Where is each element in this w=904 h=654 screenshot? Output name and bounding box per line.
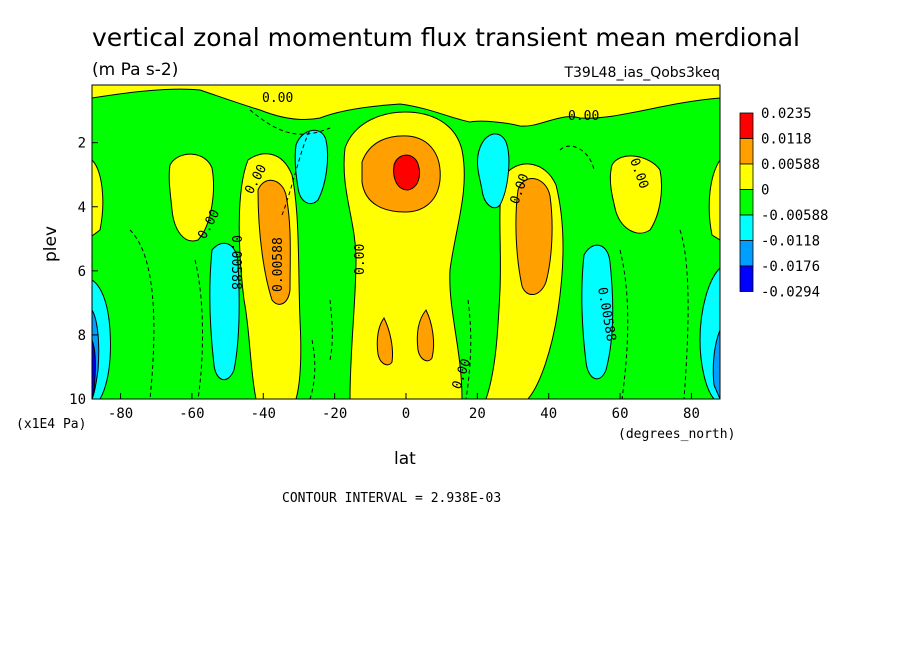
- yellow-right-blob: [609, 155, 663, 234]
- chart-title: vertical zonal momentum flux transient m…: [92, 23, 800, 52]
- cyan-left: [209, 242, 240, 380]
- x-axis-label: lat: [394, 449, 416, 469]
- colorbar-swatch: [739, 189, 754, 216]
- colorbar-swatch: [739, 138, 754, 165]
- cyan-left-upper: [294, 130, 329, 204]
- contour-label: 0.00: [262, 91, 293, 106]
- y-axis-units: (x1E4 Pa): [16, 417, 86, 432]
- orange-center-bottom-left: [376, 317, 393, 366]
- colorbar-label: 0.00588: [761, 157, 820, 173]
- dashed-contours: [129, 109, 689, 399]
- y-axis: 2 4 6 8 10: [69, 136, 98, 408]
- contour-interval: CONTOUR INTERVAL = 2.938E-03: [282, 491, 501, 506]
- x-axis: -80 -60 -40 -20 0 20 40 60 80: [108, 393, 700, 422]
- colorbar: 0.0235 0.0118 0.00588 0 -0.00588 -0.0118 -0.01…: [739, 106, 828, 301]
- chart-units: (m Pa s-2): [92, 60, 178, 80]
- y-axis-label: plev: [41, 226, 61, 262]
- dataset-label: T39L48_ias_Qobs3keq: [563, 65, 720, 81]
- colorbar-label: 0.0235: [761, 106, 812, 122]
- colorbar-label: -0.0176: [761, 259, 820, 275]
- y-tick-label: 10: [69, 392, 86, 408]
- orange-regions: [257, 135, 553, 366]
- y-tick-label: 6: [78, 264, 86, 280]
- x-tick-label: 40: [540, 406, 557, 422]
- contour-label: 0.00: [568, 109, 599, 124]
- y-tick-label: 8: [78, 328, 86, 344]
- yellow-far-left-edge: [92, 159, 104, 237]
- colorbar-label: -0.00588: [761, 208, 828, 224]
- orange-right-column: [515, 178, 553, 295]
- colorbar-swatch: [739, 240, 754, 267]
- yellow-far-right-edge: [708, 159, 720, 241]
- y-tick-label: 2: [78, 136, 86, 152]
- cyan-right-upper: [477, 133, 510, 209]
- colorbar-label: 0: [761, 183, 769, 199]
- colorbar-label: 0.0118: [761, 132, 812, 148]
- contour-label: 0.00588: [228, 235, 243, 290]
- x-tick-label: -80: [108, 406, 133, 422]
- x-axis-units: (degrees_north): [618, 427, 735, 442]
- blue-far-right: [712, 329, 720, 399]
- yellow-top-band: [92, 85, 720, 127]
- cyan-right: [581, 244, 614, 380]
- colorbar-swatch: [739, 265, 754, 292]
- deep-blue-region: [92, 339, 96, 399]
- x-tick-label: 0: [402, 406, 410, 422]
- yellow-left-blob: [168, 153, 214, 242]
- x-tick-label: -60: [179, 406, 204, 422]
- negative-fill-regions: [92, 130, 720, 399]
- contour-label: 0.00588: [271, 237, 286, 292]
- x-tick-label: -20: [322, 406, 347, 422]
- x-tick-label: 60: [612, 406, 629, 422]
- orange-left-column: [257, 180, 291, 305]
- colorbar-swatch: [739, 112, 754, 139]
- colorbar-swatch: [739, 214, 754, 241]
- x-tick-label: 80: [683, 406, 700, 422]
- y-tick-label: 4: [78, 200, 86, 216]
- colorbar-label: -0.0118: [761, 234, 820, 250]
- red-maximum: [393, 154, 421, 191]
- orange-center-bottom-right: [416, 309, 435, 362]
- plot-area: [92, 85, 720, 399]
- colorbar-label: -0.0294: [761, 285, 820, 301]
- x-tick-label: -40: [251, 406, 276, 422]
- contour-label: 0.00: [353, 244, 368, 275]
- x-tick-label: 20: [469, 406, 486, 422]
- colorbar-swatch: [739, 163, 754, 190]
